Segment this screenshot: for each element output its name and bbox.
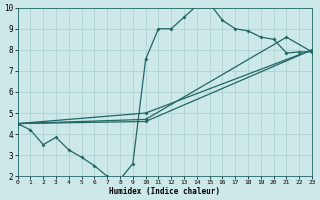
X-axis label: Humidex (Indice chaleur): Humidex (Indice chaleur): [109, 187, 220, 196]
